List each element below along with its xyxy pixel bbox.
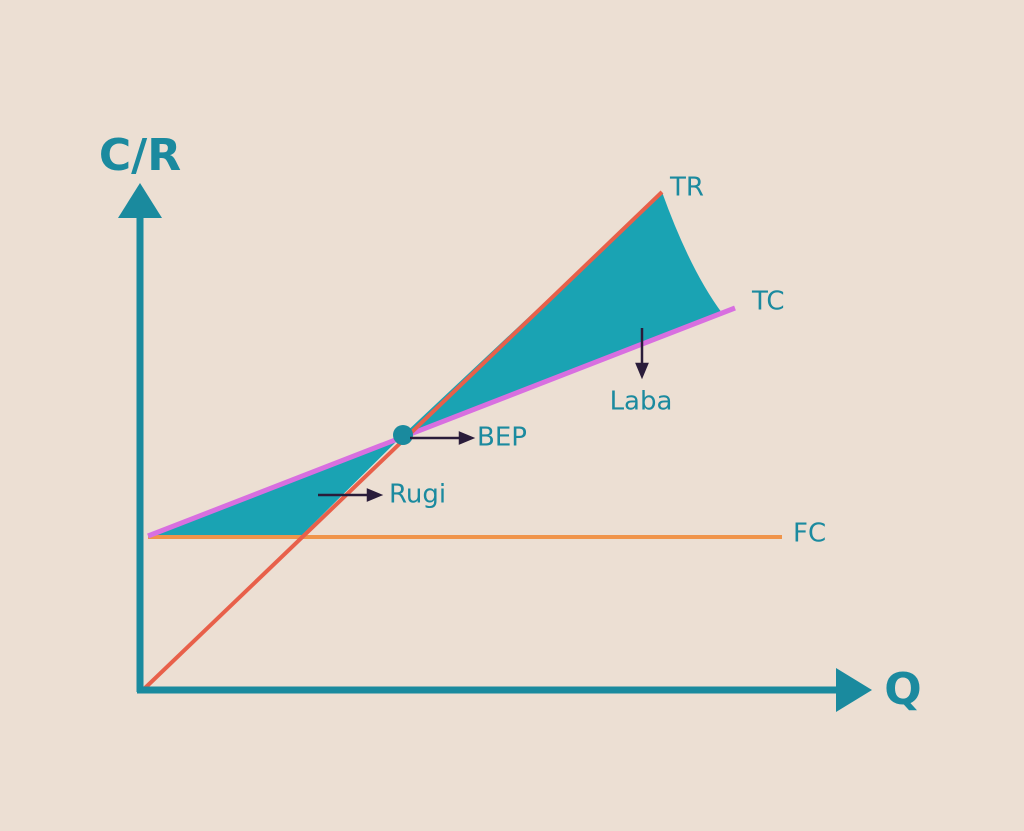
y-arrow [118,183,162,218]
profit-area [403,192,722,435]
annotation: Laba [610,387,673,417]
bep-arrowhead [458,431,476,445]
line-label: FC [793,519,826,549]
annotation: Rugi [389,480,446,510]
y-axis-label: C/R [99,130,181,181]
annotation: BEP [477,423,527,453]
x-arrow [836,668,872,712]
x-axis-label: Q [884,664,921,715]
bep-point [393,425,413,445]
rugi-arrowhead [366,488,384,502]
line-label: TR [669,173,704,203]
laba-arrowhead [635,362,649,380]
tc-line [147,305,736,539]
line-label: TC [751,287,785,317]
